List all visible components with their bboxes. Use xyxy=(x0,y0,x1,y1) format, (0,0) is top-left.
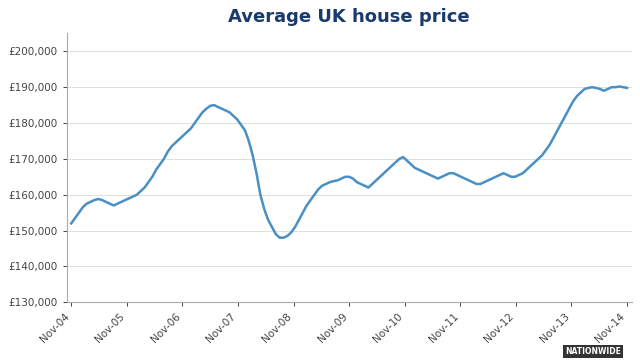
Text: NATIONWIDE: NATIONWIDE xyxy=(565,347,621,356)
Title: Average UK house price: Average UK house price xyxy=(228,8,470,26)
